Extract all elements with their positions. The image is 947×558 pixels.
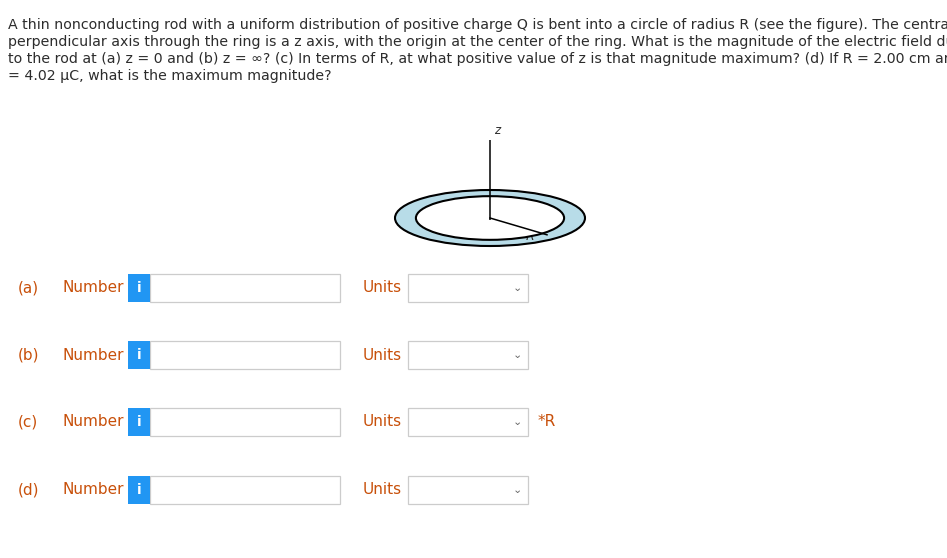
Text: Units: Units (363, 348, 402, 363)
Text: i: i (136, 483, 141, 497)
Text: i: i (136, 281, 141, 295)
Bar (408, 274, 528, 302)
Text: *R: *R (538, 415, 556, 430)
Text: Number: Number (62, 281, 123, 296)
Text: ⌄: ⌄ (512, 283, 522, 293)
Text: i: i (136, 415, 141, 429)
Bar (128, 408, 150, 436)
Bar (408, 341, 528, 369)
Text: A thin nonconducting rod with a uniform distribution of positive charge Q is ben: A thin nonconducting rod with a uniform … (8, 18, 947, 32)
Bar (408, 476, 528, 504)
Bar (150, 274, 340, 302)
Bar (150, 341, 340, 369)
Bar (128, 274, 150, 302)
Text: Number: Number (62, 415, 123, 430)
Bar (128, 341, 150, 369)
Text: Number: Number (62, 483, 123, 498)
Ellipse shape (395, 190, 585, 246)
Bar (150, 408, 340, 436)
Text: Units: Units (363, 415, 402, 430)
Text: to the rod at (a) z = 0 and (b) z = ∞? (c) In terms of R, at what positive value: to the rod at (a) z = 0 and (b) z = ∞? (… (8, 52, 947, 66)
Text: (b): (b) (18, 348, 40, 363)
Text: ⌄: ⌄ (512, 485, 522, 495)
Bar (408, 408, 528, 436)
Text: i: i (136, 348, 141, 362)
Text: Units: Units (363, 483, 402, 498)
Text: R: R (527, 229, 535, 243)
Text: (a): (a) (18, 281, 39, 296)
Text: ⌄: ⌄ (512, 350, 522, 360)
Text: z: z (494, 124, 500, 137)
Ellipse shape (416, 196, 564, 240)
Text: = 4.02 μC, what is the maximum magnitude?: = 4.02 μC, what is the maximum magnitude… (8, 69, 331, 83)
Bar (150, 476, 340, 504)
Bar (128, 476, 150, 504)
Text: (c): (c) (18, 415, 38, 430)
Text: perpendicular axis through the ring is a z axis, with the origin at the center o: perpendicular axis through the ring is a… (8, 35, 947, 49)
Text: Number: Number (62, 348, 123, 363)
Text: ⌄: ⌄ (512, 417, 522, 427)
Text: (d): (d) (18, 483, 40, 498)
Text: Units: Units (363, 281, 402, 296)
